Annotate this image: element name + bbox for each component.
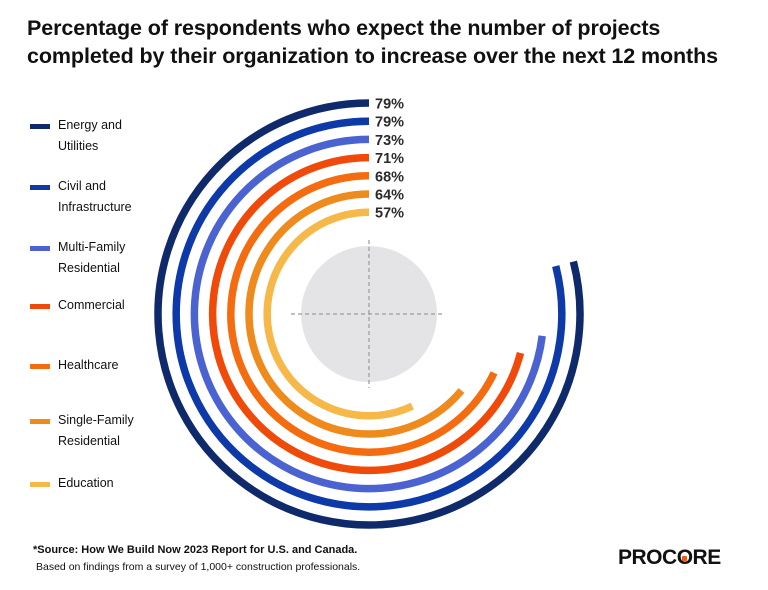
legend-label: Energy and Utilities [58, 116, 168, 156]
legend-label-line: Single-Family [58, 413, 134, 427]
legend-label-line: Healthcare [58, 358, 119, 372]
legend-swatch [30, 304, 50, 309]
logo-o-mark: O [677, 546, 693, 569]
logo-dot-icon [682, 555, 688, 561]
source-note: *Source: How We Build Now 2023 Report fo… [33, 544, 358, 556]
legend-label: Commercial [58, 296, 168, 315]
value-label-5: 68% [375, 169, 404, 185]
value-label-3: 73% [375, 133, 404, 149]
legend-label: Education [58, 474, 168, 493]
legend-label-line: Residential [58, 434, 120, 448]
value-label-4: 71% [375, 151, 404, 167]
legend-label: Healthcare [58, 356, 168, 375]
value-label-6: 64% [375, 188, 404, 204]
legend-label-line: Multi-Family [58, 240, 126, 254]
arc-commercial [208, 153, 525, 475]
logo-text-end: RE [692, 546, 722, 569]
legend-swatch [30, 364, 50, 369]
arc-healthcare [227, 172, 498, 456]
legend-label: Single-Family Residential [58, 411, 168, 451]
legend-label-line: Utilities [58, 139, 99, 153]
legend-swatch [30, 124, 50, 129]
legend-swatch [30, 419, 50, 424]
legend-label-line: Residential [58, 261, 120, 275]
legend-swatch [30, 246, 50, 251]
arc-civil-and-infrastructure [172, 117, 566, 511]
title-line-1: Percentage of respondents who expect the… [27, 16, 661, 40]
legend-swatch [30, 482, 50, 487]
legend-label: Multi-Family Residential [58, 238, 168, 278]
legend-label-line: Commercial [58, 298, 125, 312]
legend-label-line: Energy and [58, 118, 122, 132]
legend-label: Civil and Infrastructure [58, 177, 168, 217]
legend-label-line: Infrastructure [58, 200, 132, 214]
value-label-2: 79% [375, 115, 404, 131]
chart-title: Percentage of respondents who expect the… [27, 14, 747, 70]
legend-label-line: Education [58, 476, 114, 490]
procore-logo: PROCORE [618, 546, 721, 570]
arc-multi-family-residential [190, 135, 546, 493]
legend-label-line: Civil and [58, 179, 106, 193]
value-label-7: 57% [375, 206, 404, 222]
arc-single-family-residential [245, 190, 465, 438]
value-label-1: 79% [375, 97, 404, 113]
survey-note: Based on findings from a survey of 1,000… [36, 561, 361, 573]
legend-swatch [30, 185, 50, 190]
title-line-2: completed by their organization to incre… [27, 44, 719, 68]
logo-text-start: PROC [618, 546, 677, 569]
arc-energy-and-utilities [154, 99, 584, 529]
arc-education [263, 208, 414, 420]
